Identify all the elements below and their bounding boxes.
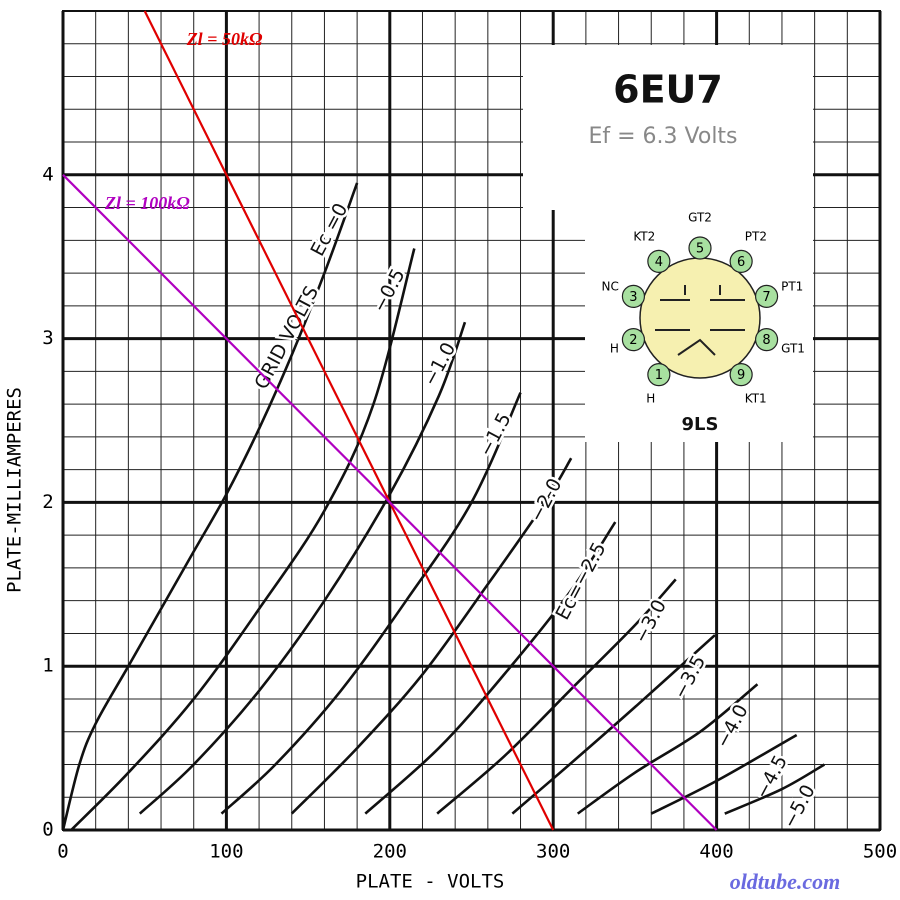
pin-label: PT2	[745, 230, 767, 244]
pin-label: GT2	[688, 211, 712, 225]
load-line	[62, 174, 718, 831]
title-box	[523, 45, 813, 210]
pin	[754, 284, 779, 308]
grid-voltage-curve	[138, 321, 467, 815]
pin	[754, 328, 779, 352]
grid-voltage-curve	[576, 683, 759, 815]
pin-label: H	[646, 391, 655, 405]
pin-number: 2	[629, 333, 637, 348]
pin-number: 5	[696, 242, 704, 257]
y-tick-label: 3	[42, 327, 53, 349]
y-tick-label: 2	[42, 491, 53, 513]
pin-label: NC	[602, 280, 619, 294]
tube-envelope	[639, 257, 761, 379]
pin-number: 3	[629, 290, 637, 305]
pin	[688, 236, 712, 260]
pin-number: 6	[737, 255, 745, 270]
x-axis-label: PLATE - VOLTS	[356, 871, 505, 893]
grid-voltage-curve	[364, 521, 617, 815]
x-tick-label: 200	[373, 841, 407, 863]
load-line	[143, 10, 555, 831]
y-tick-label: 0	[42, 819, 53, 841]
x-tick-label: 500	[863, 841, 897, 863]
heater-voltage: Ef = 6.3 Volts	[588, 124, 737, 149]
pin	[621, 328, 646, 352]
tube-title: 6EU7	[613, 68, 723, 112]
grid-voltage-curve	[724, 763, 826, 815]
grid-voltage-curve	[650, 733, 798, 815]
electrodes	[655, 285, 745, 356]
load-line-label: Zl = 50kΩ	[186, 29, 263, 49]
y-axis-label: PLATE-MILLIAMPERES	[4, 387, 26, 593]
pin	[647, 363, 671, 387]
grid-voltage-curve	[436, 578, 677, 815]
grid-voltage-curve	[220, 392, 522, 815]
grid-voltage-curve	[70, 248, 416, 831]
pin-number: 7	[762, 290, 770, 305]
x-tick-label: 400	[699, 841, 733, 863]
pin-label: GT1	[781, 341, 805, 355]
pin	[729, 249, 753, 273]
x-tick-label: 0	[57, 841, 68, 863]
pin-number: 9	[737, 368, 745, 383]
x-tick-label: 100	[209, 841, 243, 863]
pin-label: H	[610, 341, 619, 355]
y-tick-label: 1	[42, 655, 53, 677]
pin	[647, 249, 671, 273]
pin	[621, 284, 646, 308]
watermark: oldtube.com	[730, 869, 841, 894]
pin-label: KT1	[745, 391, 767, 405]
x-tick-label: 300	[536, 841, 570, 863]
pin-label: PT1	[781, 280, 803, 294]
base-label: 9LS	[682, 414, 719, 435]
pin-number: 4	[655, 255, 663, 270]
y-tick-label: 4	[42, 163, 53, 185]
pin-label: KT2	[633, 230, 655, 244]
pin-number: 8	[762, 333, 770, 348]
pin	[729, 363, 753, 387]
grid-voltage-curve	[61, 182, 359, 831]
plot-border	[62, 10, 881, 831]
pin-number: 1	[655, 368, 663, 383]
load-line-label: Zl = 100kΩ	[104, 193, 190, 213]
grid-voltage-curve	[511, 634, 716, 815]
grid-voltage-curve	[290, 457, 573, 815]
